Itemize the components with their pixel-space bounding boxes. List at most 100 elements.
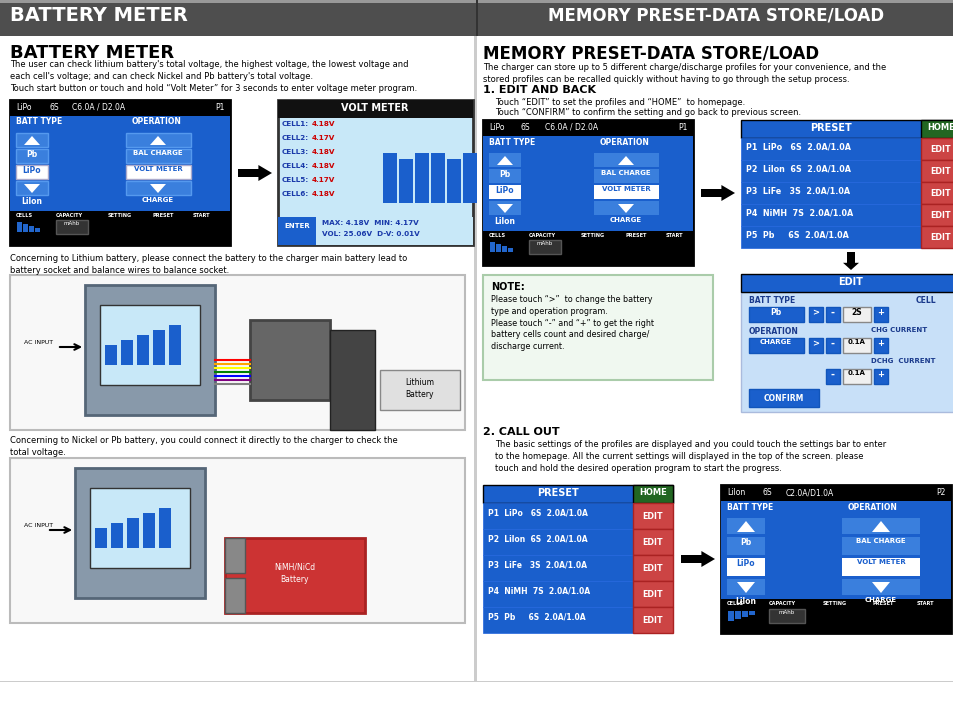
Text: MAX: 4.18V  MIN: 4.17V: MAX: 4.18V MIN: 4.17V	[322, 220, 418, 226]
Bar	[277, 217, 473, 245]
Bar	[482, 607, 633, 633]
Text: P4  NiMH  7S  2.0A/1.0A: P4 NiMH 7S 2.0A/1.0A	[488, 587, 590, 596]
Bar	[482, 581, 633, 607]
Bar	[277, 217, 315, 245]
Text: C6.0A / D2.0A: C6.0A / D2.0A	[544, 123, 598, 132]
Text: CHARGE: CHARGE	[609, 217, 641, 223]
Bar	[808, 307, 822, 322]
Text: BAL CHARGE: BAL CHARGE	[600, 170, 650, 176]
Text: -: -	[830, 370, 834, 380]
Bar	[10, 116, 230, 131]
Bar	[633, 529, 672, 555]
Text: T6755: T6755	[210, 688, 250, 701]
Text: CELL1:: CELL1:	[282, 121, 309, 127]
Bar	[277, 100, 473, 118]
Bar	[748, 338, 803, 353]
Text: 0.1A: 0.1A	[847, 370, 865, 376]
Text: CHARGE: CHARGE	[864, 597, 896, 603]
Text: mAhb: mAhb	[537, 241, 553, 246]
Bar	[95, 528, 107, 548]
Bar	[594, 153, 659, 167]
Text: AC INPUT: AC INPUT	[24, 523, 53, 528]
Text: START: START	[916, 601, 934, 606]
Text: CONFIRM: CONFIRM	[763, 394, 803, 403]
Bar	[633, 503, 672, 529]
Text: EDIT: EDIT	[930, 211, 950, 220]
Bar	[137, 335, 149, 365]
Bar	[727, 611, 733, 621]
Bar	[105, 345, 117, 365]
Bar	[462, 153, 476, 203]
Text: BATT TYPE: BATT TYPE	[489, 138, 535, 147]
Text: START: START	[193, 213, 211, 218]
Text: CHARGE: CHARGE	[760, 339, 791, 345]
Text: BATTERY METER: BATTERY METER	[10, 44, 174, 62]
Text: EDIT: EDIT	[930, 189, 950, 198]
Polygon shape	[737, 582, 754, 593]
Bar	[740, 138, 920, 160]
Text: The charger can store up to 5 different charge/discharge profiles for your conve: The charger can store up to 5 different …	[482, 63, 885, 84]
Text: 15: 15	[923, 688, 939, 701]
Text: CELLS: CELLS	[489, 233, 506, 238]
Bar	[633, 607, 672, 633]
Bar	[143, 513, 154, 548]
Text: Lilon: Lilon	[726, 488, 744, 497]
Bar	[489, 169, 520, 183]
Text: Concerning to Nickel or Pb battery, you could connect it directly to the charger: Concerning to Nickel or Pb battery, you …	[10, 436, 397, 457]
Bar	[489, 153, 520, 167]
Text: >: >	[812, 308, 819, 317]
Text: NOTE:: NOTE:	[491, 282, 524, 292]
Bar	[490, 242, 495, 252]
Text: >: >	[812, 339, 819, 348]
Bar	[474, 36, 476, 682]
Text: BAL CHARGE: BAL CHARGE	[133, 150, 183, 156]
Bar	[90, 488, 190, 568]
Bar	[431, 153, 444, 203]
Bar	[16, 165, 48, 179]
Bar	[16, 133, 48, 147]
Bar	[920, 226, 953, 248]
Text: P1  LiPo   6S  2.0A/1.0A: P1 LiPo 6S 2.0A/1.0A	[745, 143, 850, 152]
Bar	[740, 160, 920, 182]
Text: PRESET: PRESET	[625, 233, 647, 238]
Bar	[489, 185, 520, 199]
Text: Lithium
Battery: Lithium Battery	[405, 378, 434, 399]
Text: BATT TYPE: BATT TYPE	[748, 296, 795, 305]
Polygon shape	[842, 252, 858, 270]
Text: P3  LiFe   3S  2.0A/1.0A: P3 LiFe 3S 2.0A/1.0A	[745, 187, 849, 196]
Text: The basic settings of the profiles are displayed and you could touch the setting: The basic settings of the profiles are d…	[495, 440, 885, 472]
Text: HOME: HOME	[926, 123, 953, 132]
Text: Concerning to Lithium battery, please connect the battery to the charger main ba: Concerning to Lithium battery, please co…	[10, 254, 407, 275]
Text: P1  LiPo   6S  2.0A/1.0A: P1 LiPo 6S 2.0A/1.0A	[488, 509, 587, 518]
Polygon shape	[618, 204, 634, 213]
Text: NiMH/NiCd
Battery: NiMH/NiCd Battery	[274, 563, 315, 584]
Bar	[529, 240, 560, 254]
Bar	[250, 320, 330, 400]
Text: MEMORY PRESET-DATA STORE/LOAD: MEMORY PRESET-DATA STORE/LOAD	[547, 6, 883, 24]
Text: CHG CURRENT: CHG CURRENT	[870, 327, 926, 333]
Text: VOLT METER: VOLT METER	[856, 559, 904, 565]
Text: VOLT METER: VOLT METER	[133, 166, 182, 172]
Bar	[482, 120, 692, 136]
Bar	[126, 181, 191, 195]
Text: OPERATION: OPERATION	[599, 138, 649, 147]
Text: P1: P1	[678, 123, 687, 132]
Text: BATT TYPE: BATT TYPE	[726, 503, 773, 512]
Text: C2.0A/D1.0A: C2.0A/D1.0A	[785, 488, 833, 497]
Text: BATTERY METER: BATTERY METER	[10, 6, 188, 25]
Polygon shape	[680, 551, 714, 567]
Text: Lilon: Lilon	[735, 597, 756, 606]
Bar	[16, 149, 48, 163]
Text: EDIT: EDIT	[642, 590, 662, 599]
Text: EDIT: EDIT	[930, 233, 950, 242]
Bar	[720, 599, 950, 633]
Text: PRESET: PRESET	[872, 601, 893, 606]
Text: P3  LiFe   3S  2.0A/1.0A: P3 LiFe 3S 2.0A/1.0A	[488, 561, 586, 570]
Text: P5  Pb     6S  2.0A/1.0A: P5 Pb 6S 2.0A/1.0A	[488, 613, 585, 622]
Text: LiPo: LiPo	[489, 123, 504, 132]
Bar	[482, 529, 633, 555]
Bar	[726, 558, 764, 576]
Polygon shape	[700, 185, 734, 201]
Bar	[741, 611, 747, 617]
Bar	[594, 169, 659, 183]
